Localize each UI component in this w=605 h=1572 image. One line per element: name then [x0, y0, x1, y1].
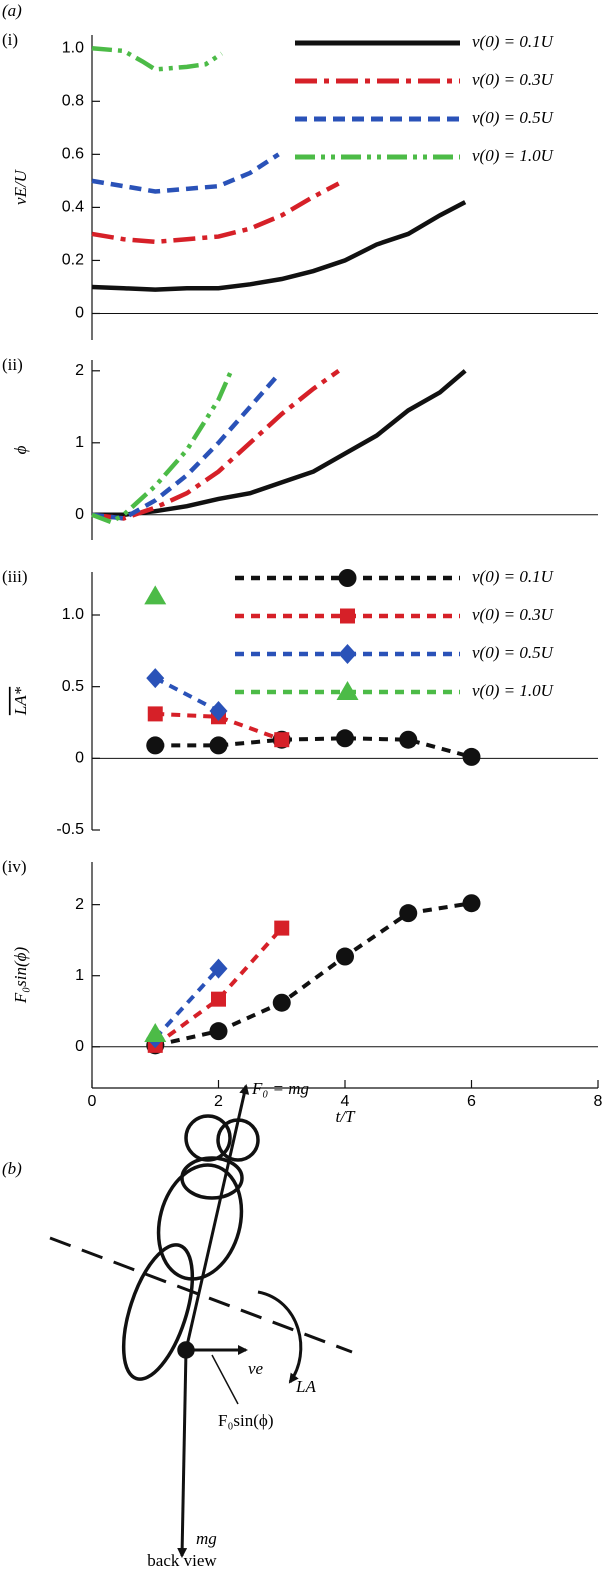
legend-marker: [340, 608, 355, 624]
weight-label: mg: [196, 1529, 217, 1548]
x-tick-label: 6: [467, 1093, 476, 1110]
legend-label: v(0) = 0.1U: [472, 32, 555, 51]
marker: [336, 947, 354, 966]
velocity-label: ve: [248, 1359, 264, 1378]
series-line: [155, 736, 473, 759]
y-axis-label: vE/U: [11, 168, 30, 205]
x-tick-label: 8: [594, 1093, 603, 1110]
legend-label: v(0) = 0.1U: [472, 567, 555, 586]
series-line: [91, 181, 340, 245]
y-tick-label: 0: [75, 750, 84, 767]
series-line: [154, 676, 220, 713]
moment-arrow: [257, 1290, 303, 1384]
y-tick-label: 2: [75, 896, 84, 913]
caption: back view: [147, 1551, 217, 1570]
series-line: [91, 152, 280, 194]
panel-label: (a): [2, 1, 22, 20]
weight-arrow: [177, 1349, 188, 1558]
marker: [336, 729, 354, 748]
panel-label: (iii): [2, 567, 28, 586]
legend-marker: [336, 681, 359, 700]
y-tick-label: -0.5: [56, 821, 84, 838]
x-tick-label: 2: [214, 1093, 223, 1110]
y-tick-label: 0.8: [62, 93, 84, 110]
legend-label: v(0) = 0.5U: [472, 643, 555, 662]
legend-label: v(0) = 1.0U: [472, 146, 555, 165]
y-tick-label: 0.2: [62, 252, 84, 269]
thorax: [156, 1163, 244, 1281]
series-line: [91, 369, 234, 525]
marker: [211, 991, 226, 1007]
y-tick-label: 1: [75, 434, 84, 451]
marker: [144, 585, 167, 605]
marker: [147, 706, 163, 722]
y-tick-label: 1.0: [62, 606, 84, 623]
y-tick-label: 0.5: [62, 678, 84, 695]
series-line: [155, 711, 283, 742]
force-arrow: [184, 1084, 250, 1351]
marker: [462, 894, 481, 913]
leader-line: [211, 1354, 239, 1405]
y-axis-label: ϕ: [11, 445, 30, 454]
y-tick-label: 0.4: [62, 199, 84, 216]
marker: [209, 736, 228, 755]
legend-label: v(0) = 0.3U: [472, 605, 555, 624]
marker: [144, 1022, 167, 1042]
y-tick-label: 1.0: [62, 39, 84, 56]
x-tick-label: 0: [88, 1093, 97, 1110]
marker: [399, 904, 418, 923]
y-tick-label: 0: [75, 506, 84, 523]
body-axis: [49, 1236, 353, 1354]
panel-label: (i): [2, 30, 18, 49]
series-line: [91, 200, 467, 292]
panel-label: (ii): [2, 355, 23, 374]
legend-label: v(0) = 0.3U: [472, 70, 555, 89]
series-line: [154, 901, 472, 1048]
y-tick-label: 0.6: [62, 146, 84, 163]
eye: [184, 1114, 232, 1162]
marker: [209, 701, 228, 722]
y-tick-label: 0: [75, 1038, 84, 1055]
y-tick-label: 0: [75, 305, 84, 322]
marker: [146, 668, 165, 689]
legend-label: v(0) = 0.5U: [472, 108, 555, 127]
marker: [462, 747, 481, 766]
panel-label: (iv): [2, 857, 27, 876]
y-axis-label: LA*: [11, 686, 30, 716]
marker: [146, 736, 165, 755]
marker: [209, 958, 228, 979]
y-axis-label: F₀sin(ϕ): [11, 947, 30, 1005]
legend-marker: [338, 644, 357, 664]
marker: [274, 732, 290, 748]
side-force-label: F₀sin(ϕ): [218, 1411, 274, 1430]
x-tick-label: 4: [341, 1093, 350, 1110]
abdomen: [121, 1243, 195, 1381]
center-dot: [177, 1341, 195, 1359]
marker: [274, 920, 290, 936]
marker: [272, 993, 291, 1012]
y-tick-label: 1: [75, 967, 84, 984]
legend-label: v(0) = 1.0U: [472, 681, 555, 700]
x-axis-label: t/T: [336, 1107, 356, 1126]
fly-diagram: [49, 1084, 353, 1558]
legend-marker: [338, 569, 357, 587]
series-line: [153, 967, 220, 1040]
y-tick-label: 2: [75, 362, 84, 379]
series-line: [91, 46, 223, 72]
moment-label: LA: [295, 1377, 316, 1396]
marker: [209, 1022, 228, 1041]
series-line: [91, 368, 340, 521]
series-line: [91, 376, 278, 521]
marker: [399, 730, 418, 749]
panel-label: (b): [2, 1159, 22, 1178]
series-line: [92, 369, 467, 518]
